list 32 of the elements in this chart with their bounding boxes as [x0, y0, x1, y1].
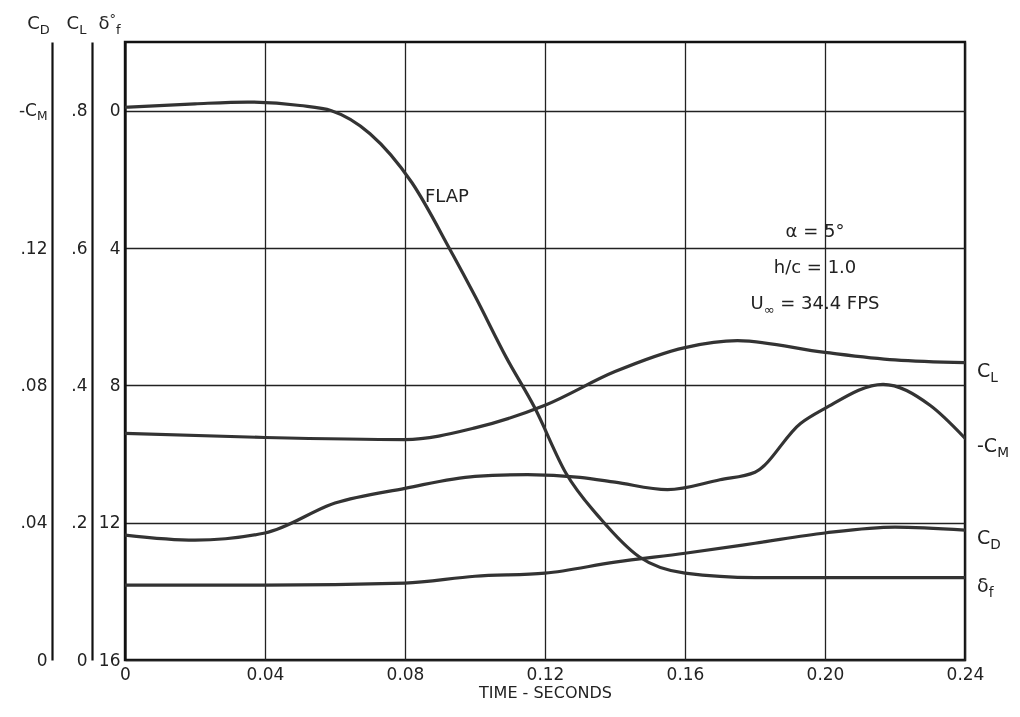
y-tick-label: .12 — [20, 237, 48, 258]
y2-tick-label: 0 — [76, 649, 88, 670]
series-label: δ$_{f}$ — [977, 573, 995, 600]
y3-tick-label: 12 — [98, 512, 121, 533]
y2-tick-label: .2 — [71, 512, 88, 533]
y2-tick-label: .6 — [71, 237, 88, 258]
y-tick-label: 0 — [36, 649, 48, 670]
y-tick-label: -C$_{M}$ — [18, 100, 48, 124]
series-label: C$_{D}$ — [977, 526, 1001, 553]
annotation: α = 5° — [785, 220, 845, 241]
y3-tick-label: 8 — [109, 374, 121, 395]
y3-tick-label: 16 — [98, 649, 121, 670]
x-tick-label: 0.16 — [666, 663, 705, 684]
y2-tick-label: .8 — [71, 100, 88, 121]
series-label: C$_{L}$ — [977, 358, 999, 385]
y2-tick-label: .4 — [71, 374, 88, 395]
x-axis-title: TIME - SECONDS — [478, 682, 612, 702]
y-tick-label: .04 — [20, 512, 48, 533]
annotation: h/c = 1.0 — [773, 256, 857, 277]
annotation: FLAP — [425, 185, 470, 206]
y2-axis-title: C$_{L}$ — [66, 11, 88, 37]
x-tick-label: 0.04 — [246, 663, 285, 684]
y-axis-title: C$_{D}$ — [27, 11, 50, 37]
x-tick-label: 0.24 — [946, 663, 985, 684]
y-tick-label: .08 — [20, 374, 48, 395]
x-tick-label: 0.08 — [386, 663, 425, 684]
x-tick-label: 0.12 — [526, 663, 565, 684]
x-tick-label: 0.20 — [806, 663, 845, 684]
y3-tick-label: 4 — [109, 237, 121, 258]
y3-tick-label: 0 — [109, 100, 121, 121]
x-tick-label: 0 — [120, 663, 131, 684]
series-label: -C$_{M}$ — [977, 434, 1009, 461]
